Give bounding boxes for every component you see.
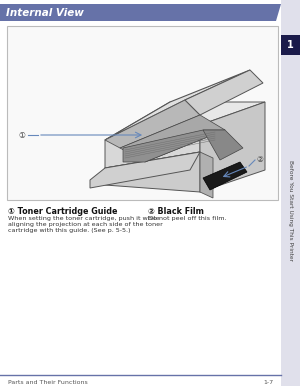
Text: ①: ① — [19, 130, 26, 139]
Text: Before You Start Using This Printer: Before You Start Using This Printer — [288, 159, 293, 261]
Text: 1: 1 — [287, 40, 294, 50]
Polygon shape — [200, 152, 213, 198]
Polygon shape — [90, 152, 200, 188]
Polygon shape — [105, 100, 200, 148]
Text: 1-7: 1-7 — [263, 380, 273, 385]
Polygon shape — [105, 125, 200, 168]
Polygon shape — [105, 152, 200, 192]
Bar — [281, 0, 300, 386]
Polygon shape — [105, 102, 265, 140]
Polygon shape — [123, 130, 225, 162]
Text: aligning the projection at each side of the toner: aligning the projection at each side of … — [8, 222, 163, 227]
Text: ① Toner Cartridge Guide: ① Toner Cartridge Guide — [8, 207, 118, 216]
Polygon shape — [203, 162, 247, 190]
Text: When setting the toner cartridge, push it while: When setting the toner cartridge, push i… — [8, 216, 160, 221]
Polygon shape — [105, 70, 250, 140]
Bar — [0, 4, 272, 21]
Polygon shape — [185, 70, 263, 115]
Text: Internal View: Internal View — [6, 8, 84, 18]
Text: cartridge with this guide. (See p. 5-5.): cartridge with this guide. (See p. 5-5.) — [8, 228, 130, 233]
Bar — [281, 35, 300, 55]
Polygon shape — [267, 4, 281, 21]
Text: ②: ② — [256, 156, 263, 164]
Polygon shape — [120, 115, 225, 162]
Text: Parts and Their Functions: Parts and Their Functions — [8, 380, 88, 385]
Text: Do not peel off this film.: Do not peel off this film. — [148, 216, 226, 221]
Text: ② Black Film: ② Black Film — [148, 207, 204, 216]
Polygon shape — [203, 130, 243, 160]
Polygon shape — [200, 102, 265, 192]
Bar — [7, 26, 278, 200]
